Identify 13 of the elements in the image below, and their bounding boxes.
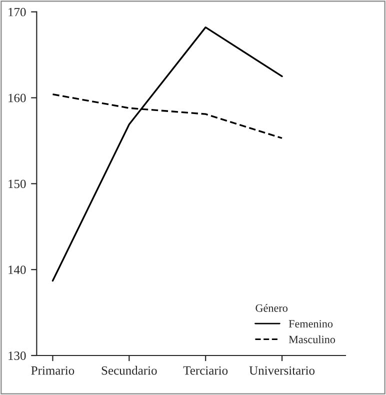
- line-series: [52, 26, 283, 282]
- y-tick-label: 130: [8, 352, 26, 360]
- legend-label: Femenino: [288, 320, 333, 328]
- x-tick-label: Secundario: [102, 366, 157, 375]
- y-tick-label: 150: [8, 180, 26, 188]
- x-tick-label: Primario: [31, 366, 74, 375]
- y-tick-label: 140: [8, 266, 26, 274]
- y-tick-label: 170: [8, 8, 26, 16]
- legend-label: Masculino: [288, 335, 336, 344]
- x-tick-label: Universitario: [249, 366, 315, 375]
- y-tick-label: 160: [8, 94, 26, 102]
- x-tick-label: Terciario: [183, 366, 228, 375]
- legend-title: Género: [256, 304, 288, 312]
